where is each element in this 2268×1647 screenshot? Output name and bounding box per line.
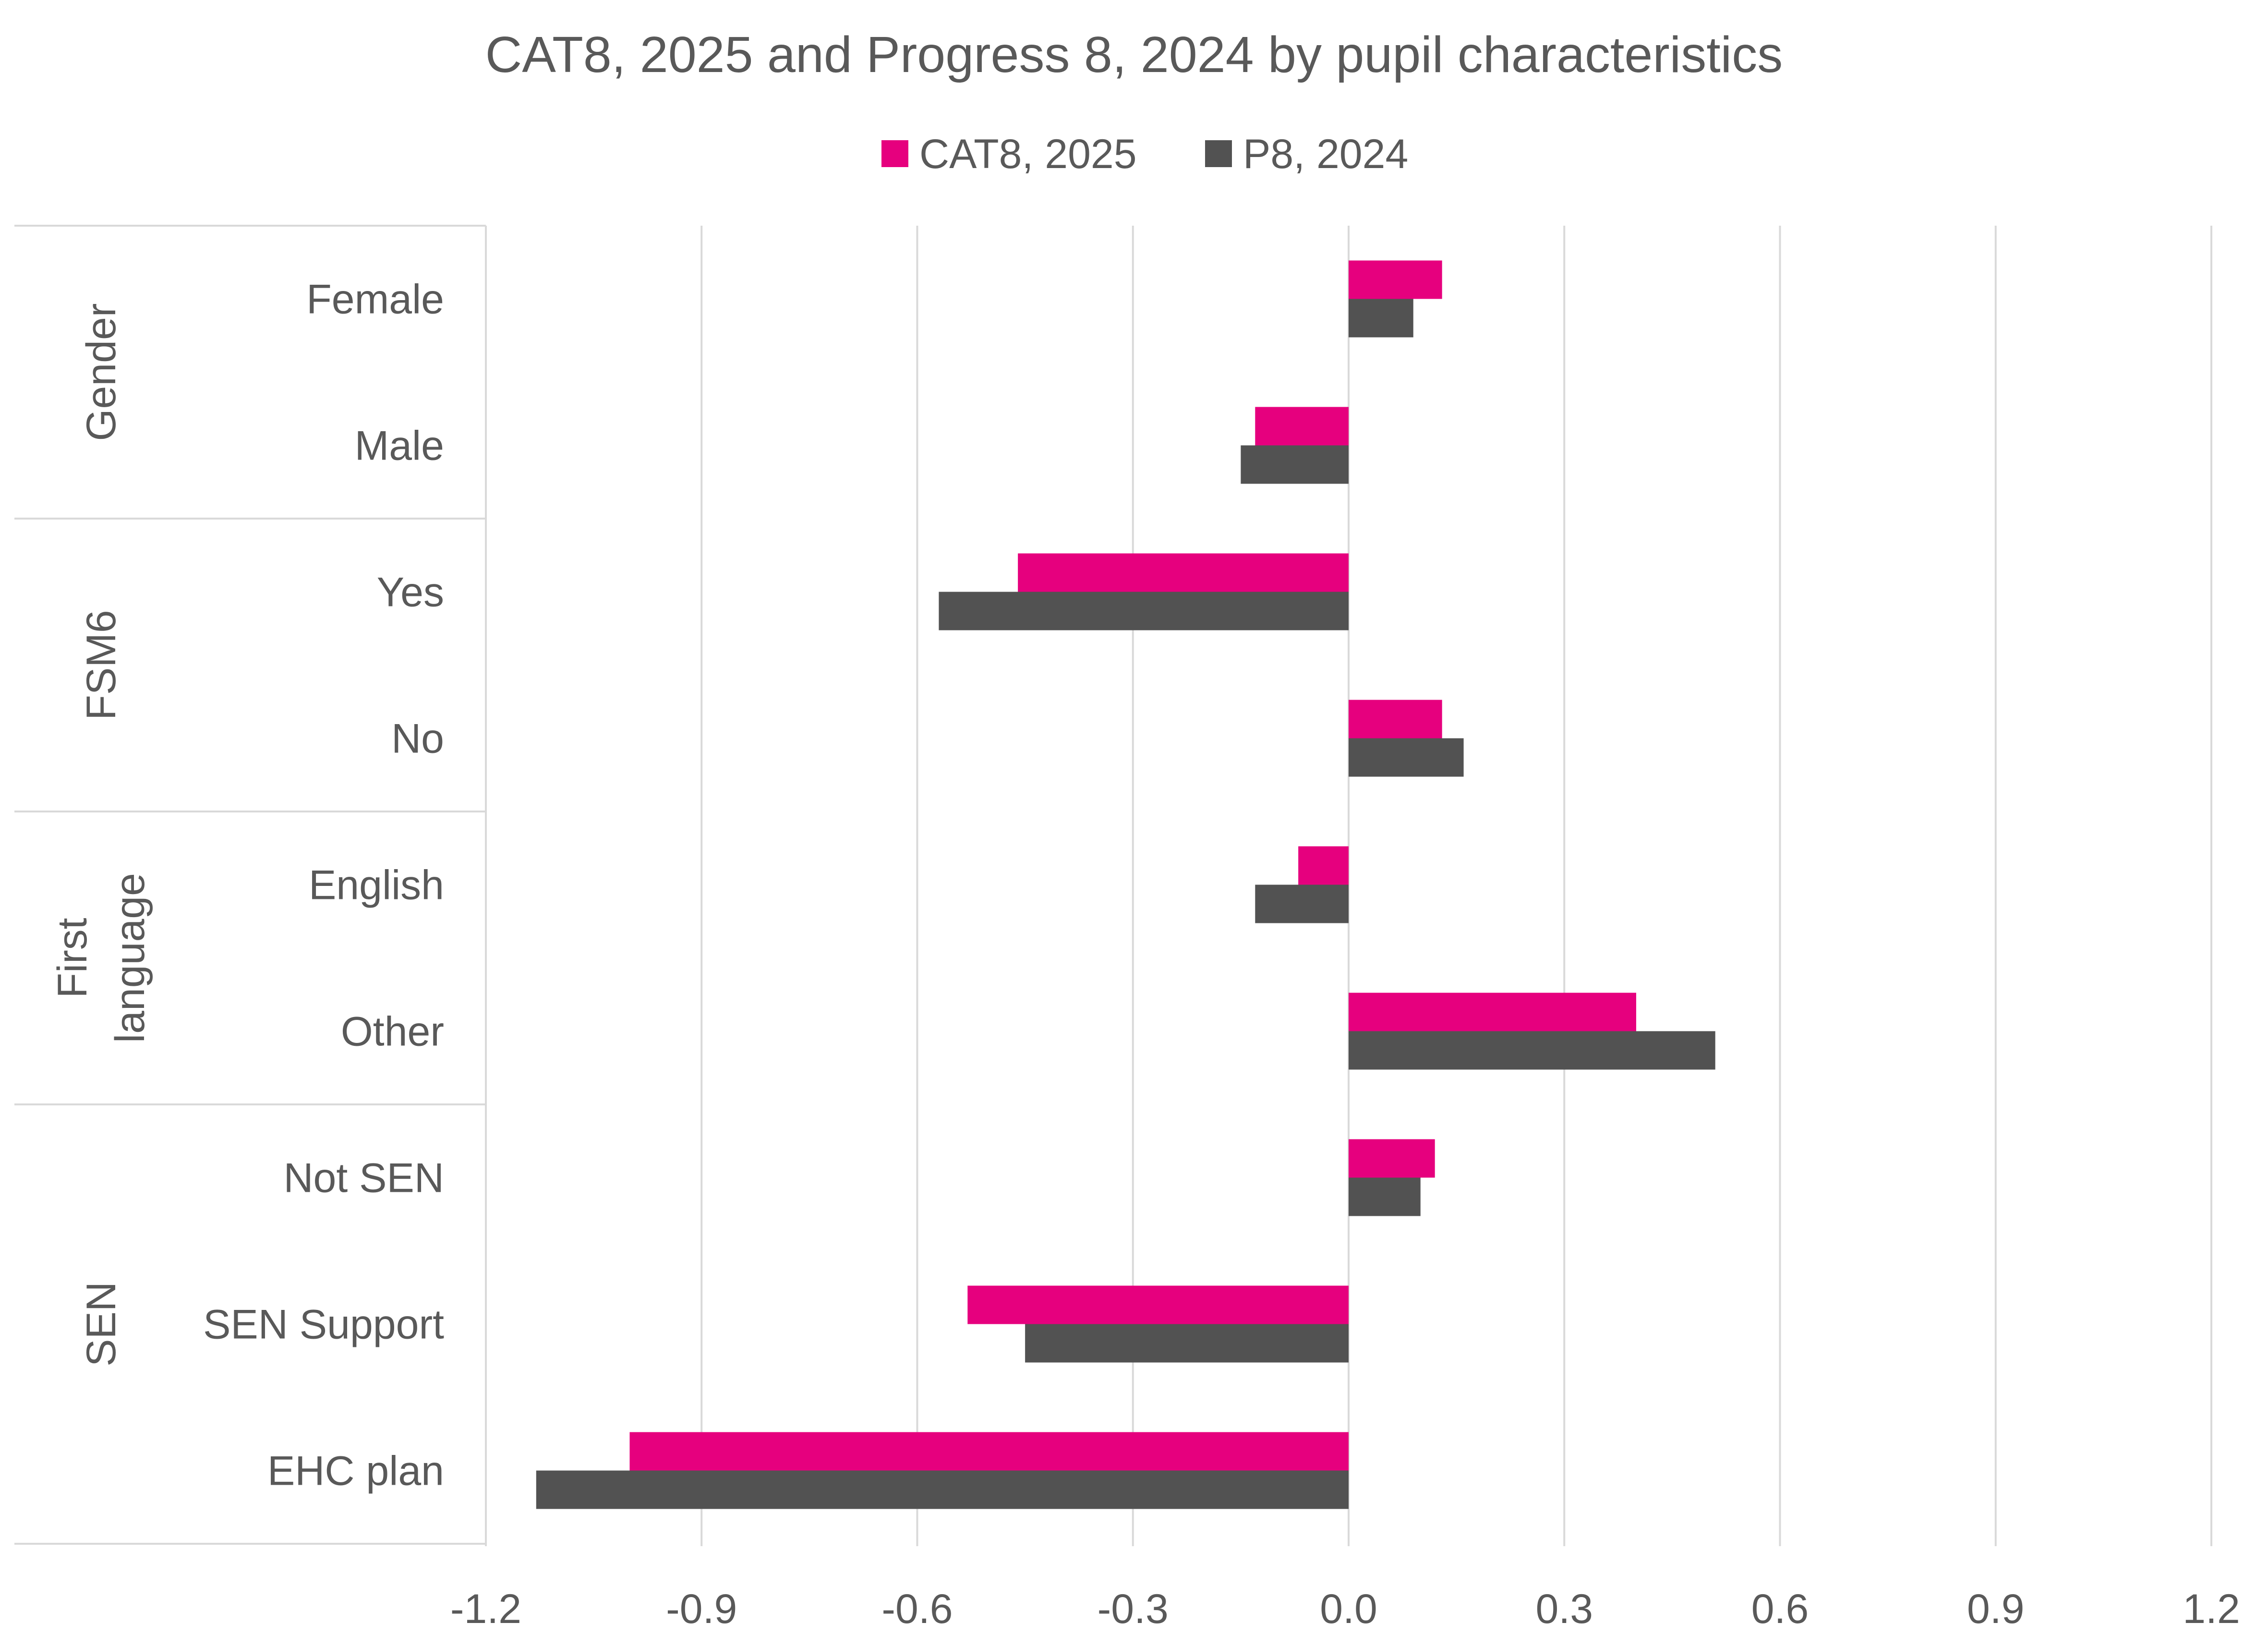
category-label-ehc-plan: EHC plan xyxy=(267,1448,444,1494)
x-tick-label-0-3: -0.3 xyxy=(1098,1586,1169,1632)
bar-cat8-2025-english xyxy=(1298,846,1349,885)
bar-cat8-2025-sen-support xyxy=(967,1285,1349,1324)
x-tick-label-0-0: 0.0 xyxy=(1320,1586,1377,1632)
x-tick-label-0-9: -0.9 xyxy=(666,1586,737,1632)
x-axis: -1.2 -0.9 -0.6 -0.3 0.0 0.3 0.6 0.9 1.2 xyxy=(450,1586,2240,1632)
bar-cat8-2025-other xyxy=(1349,993,1636,1031)
legend: CAT8, 2025 P8, 2024 xyxy=(881,131,1408,177)
category-label-female: Female xyxy=(306,277,444,323)
legend-swatch-cat8-2025 xyxy=(881,140,908,167)
legend-label-cat8-2025: CAT8, 2025 xyxy=(919,131,1137,177)
category-label-yes: Yes xyxy=(377,569,444,616)
bar-p8-2024-yes xyxy=(939,592,1349,630)
bar-p8-2024-female xyxy=(1349,299,1413,338)
legend-label-p8-2024: P8, 2024 xyxy=(1243,131,1408,177)
bar-cat8-2025-ehc-plan xyxy=(629,1432,1349,1471)
bar-cat8-2025-no xyxy=(1349,700,1442,739)
x-tick-label-0-3: 0.3 xyxy=(1535,1586,1593,1632)
bar-cat8-2025-female xyxy=(1349,260,1442,299)
bar-p8-2024-male xyxy=(1241,445,1349,484)
bar-p8-2024-other xyxy=(1349,1031,1715,1070)
bar-p8-2024-not-sen xyxy=(1349,1177,1421,1216)
category-label-no: No xyxy=(391,716,444,762)
x-tick-label-0-6: 0.6 xyxy=(1751,1586,1809,1632)
bar-p8-2024-english xyxy=(1255,884,1349,923)
category-label-male: Male xyxy=(355,423,444,469)
bar-p8-2024-sen-support xyxy=(1025,1324,1349,1363)
x-tick-label-0-9: 0.9 xyxy=(1967,1586,2025,1632)
x-tick-label-1-2: 1.2 xyxy=(2183,1586,2240,1632)
bar-cat8-2025-yes xyxy=(1018,553,1349,592)
bar-cat8-2025-male xyxy=(1255,407,1349,446)
bar-p8-2024-ehc-plan xyxy=(536,1470,1349,1509)
bar-p8-2024-no xyxy=(1349,738,1464,777)
x-tick-label-1-2: -1.2 xyxy=(450,1586,521,1632)
category-label-english: English xyxy=(309,862,444,908)
chart-title: CAT8, 2025 and Progress 8, 2024 by pupil… xyxy=(485,26,1783,83)
bar-cat8-2025-not-sen xyxy=(1349,1139,1435,1178)
category-axis: Gender Female Male FSM6 Yes No First language En… xyxy=(14,225,487,1545)
category-label-sen-support: SEN Support xyxy=(203,1302,444,1348)
category-label-other: Other xyxy=(341,1009,444,1055)
group-label-gender: Gender xyxy=(78,303,124,441)
bars xyxy=(536,260,1715,1509)
group-label-first-language: First language xyxy=(49,873,153,1043)
group-label-sen: SEN xyxy=(78,1282,124,1367)
category-label-not-sen: Not SEN xyxy=(283,1155,444,1201)
x-tick-label-0-6: -0.6 xyxy=(881,1586,953,1632)
legend-swatch-p8-2024 xyxy=(1205,140,1232,167)
group-label-fsm6: FSM6 xyxy=(78,610,124,720)
